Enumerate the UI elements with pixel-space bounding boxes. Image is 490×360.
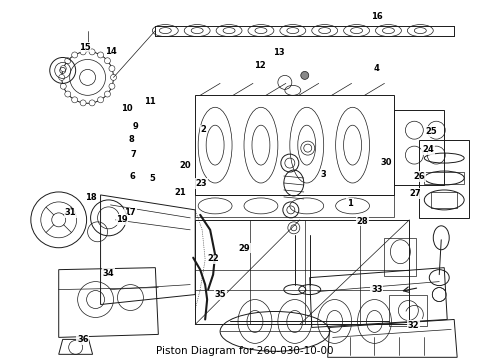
Text: 27: 27 — [409, 189, 421, 198]
Text: 32: 32 — [408, 321, 419, 330]
Text: 7: 7 — [131, 150, 137, 159]
Text: 31: 31 — [65, 208, 76, 217]
Circle shape — [111, 75, 117, 80]
Circle shape — [60, 66, 66, 72]
Text: 1: 1 — [347, 199, 353, 208]
Bar — [390, 294, 427, 327]
Circle shape — [98, 97, 103, 103]
Circle shape — [59, 75, 65, 80]
Circle shape — [104, 58, 110, 64]
Circle shape — [80, 49, 86, 55]
Text: 14: 14 — [105, 47, 117, 56]
Text: 29: 29 — [238, 244, 250, 253]
Text: 2: 2 — [200, 125, 206, 134]
Text: 17: 17 — [124, 208, 136, 217]
Bar — [424, 172, 464, 184]
Circle shape — [109, 66, 115, 72]
Bar — [419, 140, 469, 218]
Text: 19: 19 — [116, 215, 128, 224]
Circle shape — [98, 52, 103, 58]
Text: 33: 33 — [371, 285, 383, 294]
Text: 35: 35 — [215, 290, 226, 299]
Text: 20: 20 — [180, 161, 191, 170]
Bar — [394, 110, 444, 185]
Text: 13: 13 — [273, 48, 285, 57]
Bar — [195, 95, 394, 195]
Text: 8: 8 — [129, 135, 135, 144]
Text: 3: 3 — [320, 170, 326, 179]
Circle shape — [65, 91, 71, 97]
Text: 23: 23 — [195, 179, 207, 188]
Circle shape — [72, 97, 77, 103]
Text: 18: 18 — [85, 193, 97, 202]
Text: 15: 15 — [79, 43, 91, 52]
Circle shape — [109, 83, 115, 89]
Text: 26: 26 — [414, 172, 426, 181]
Text: 28: 28 — [356, 217, 368, 226]
Text: Piston Diagram for 260-030-10-00: Piston Diagram for 260-030-10-00 — [156, 346, 334, 356]
Bar — [385, 238, 416, 276]
Text: 10: 10 — [121, 104, 133, 113]
Text: 4: 4 — [374, 64, 380, 73]
Bar — [195, 195, 394, 217]
Text: 24: 24 — [422, 145, 434, 154]
Text: 16: 16 — [371, 12, 383, 21]
Text: 21: 21 — [175, 188, 186, 197]
Text: 9: 9 — [132, 122, 138, 131]
Circle shape — [65, 58, 71, 64]
Text: 11: 11 — [144, 96, 156, 105]
Text: 12: 12 — [254, 61, 266, 70]
Circle shape — [104, 91, 110, 97]
Bar — [195, 220, 409, 324]
Text: 36: 36 — [77, 335, 89, 344]
Text: 34: 34 — [102, 269, 114, 278]
Text: 25: 25 — [426, 127, 438, 136]
Circle shape — [89, 49, 95, 55]
Circle shape — [301, 71, 309, 80]
Text: 30: 30 — [381, 158, 392, 167]
Circle shape — [80, 100, 86, 106]
Circle shape — [89, 100, 95, 106]
Text: 5: 5 — [149, 174, 155, 183]
Bar — [431, 192, 457, 208]
Text: 6: 6 — [130, 172, 136, 181]
Text: 22: 22 — [207, 255, 219, 264]
Circle shape — [72, 52, 77, 58]
Circle shape — [60, 83, 66, 89]
